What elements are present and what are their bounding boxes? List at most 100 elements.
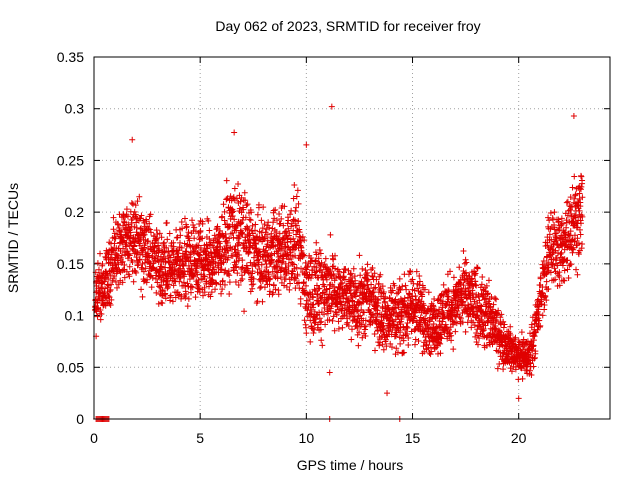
data-point <box>118 234 125 241</box>
data-point <box>181 215 188 222</box>
data-point <box>368 281 375 288</box>
data-point <box>298 238 305 245</box>
data-point <box>223 177 230 184</box>
data-point <box>206 227 213 234</box>
data-point <box>184 280 191 287</box>
data-point <box>112 261 119 268</box>
data-point <box>455 302 462 309</box>
data-point <box>170 282 177 289</box>
data-point <box>375 297 382 304</box>
data-point <box>541 302 548 309</box>
data-point <box>307 275 314 282</box>
data-point <box>213 280 220 287</box>
data-point <box>347 270 354 277</box>
data-point <box>331 327 338 334</box>
data-point <box>244 265 251 272</box>
data-point <box>256 276 263 283</box>
data-point <box>270 219 277 226</box>
data-point <box>158 234 165 241</box>
data-point <box>327 231 334 238</box>
data-point <box>419 291 426 298</box>
data-point <box>464 319 471 326</box>
data-point <box>172 265 179 272</box>
data-point <box>138 264 145 271</box>
data-point <box>293 264 300 271</box>
data-point <box>359 265 366 272</box>
data-point <box>292 207 299 214</box>
data-point <box>315 285 322 292</box>
data-point <box>571 232 578 239</box>
data-point <box>561 267 568 274</box>
data-point <box>120 245 127 252</box>
data-point <box>273 258 280 265</box>
data-point <box>164 284 171 291</box>
data-point <box>270 207 277 214</box>
data-point <box>436 318 443 325</box>
data-point <box>577 199 584 206</box>
data-point <box>291 274 298 281</box>
data-point <box>578 173 585 180</box>
data-point <box>579 241 586 248</box>
data-point <box>507 365 514 372</box>
data-point <box>259 272 266 279</box>
data-point <box>354 331 361 338</box>
data-point <box>226 279 233 286</box>
data-point <box>515 376 522 383</box>
data-point <box>576 226 583 233</box>
data-point <box>552 276 559 283</box>
data-point <box>280 222 287 229</box>
data-point <box>576 185 583 192</box>
data-point <box>340 295 347 302</box>
data-point <box>456 279 463 286</box>
data-point <box>559 220 566 227</box>
data-point <box>571 173 578 180</box>
data-point <box>294 187 301 194</box>
data-point <box>254 211 261 218</box>
data-point <box>258 217 265 224</box>
data-point <box>567 232 574 239</box>
data-point <box>250 281 257 288</box>
data-point <box>571 238 578 245</box>
data-point <box>204 245 211 252</box>
data-point <box>300 251 307 258</box>
data-point <box>249 268 256 275</box>
data-point <box>119 279 126 286</box>
data-point <box>564 257 571 264</box>
data-point <box>500 366 507 373</box>
data-point <box>576 190 583 197</box>
data-point <box>492 325 499 332</box>
data-point <box>220 201 227 208</box>
data-point <box>562 234 569 241</box>
data-point <box>192 267 199 274</box>
data-point <box>462 256 469 263</box>
data-point <box>203 278 210 285</box>
data-point <box>218 266 225 273</box>
data-point <box>452 328 459 335</box>
data-point <box>252 246 259 253</box>
data-point <box>321 283 328 290</box>
data-point <box>546 217 553 224</box>
data-point <box>286 256 293 263</box>
y-tick-label: 0.15 <box>57 256 84 272</box>
data-point <box>156 230 163 237</box>
data-point <box>239 217 246 224</box>
data-point <box>353 308 360 315</box>
data-point <box>205 217 212 224</box>
data-point <box>564 198 571 205</box>
data-point <box>438 335 445 342</box>
data-point <box>241 308 248 315</box>
data-point <box>266 288 273 295</box>
data-point <box>310 294 317 301</box>
data-point <box>297 295 304 302</box>
data-point <box>248 209 255 216</box>
data-point <box>383 343 390 350</box>
data-point <box>382 336 389 343</box>
data-point <box>369 319 376 326</box>
data-point <box>448 337 455 344</box>
data-point <box>564 266 571 273</box>
data-point <box>183 291 190 298</box>
data-point <box>556 282 563 289</box>
data-point <box>551 265 558 272</box>
data-point <box>527 367 534 374</box>
data-point <box>223 196 230 203</box>
